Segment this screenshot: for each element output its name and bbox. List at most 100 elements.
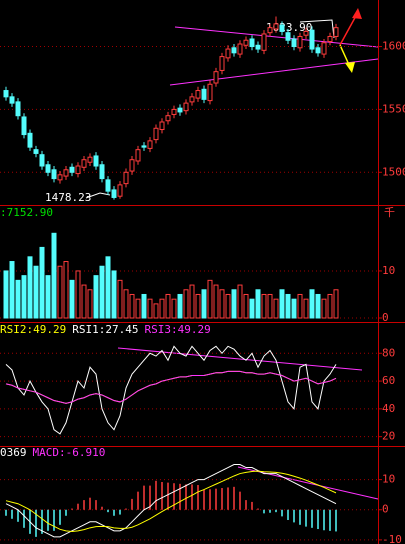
volume-bar — [261, 293, 267, 319]
trend-line — [237, 466, 379, 500]
volume-bar — [57, 265, 63, 319]
candle-body — [225, 48, 231, 59]
trend-line — [174, 26, 379, 48]
volume-bar — [75, 270, 81, 319]
annotation-leader — [299, 19, 335, 39]
candle-body — [183, 102, 189, 112]
y-tick-label: 10 — [382, 264, 395, 277]
volume-bar — [147, 298, 153, 319]
candle-body — [243, 39, 249, 46]
volume-bar — [285, 293, 291, 319]
candle-body — [135, 149, 141, 162]
candle-body — [297, 35, 303, 49]
volume-bar — [45, 275, 51, 319]
candle-body — [141, 145, 147, 148]
candle-body — [129, 159, 135, 172]
volume-bar — [315, 293, 321, 319]
candle-body — [219, 56, 225, 71]
volume-bar — [213, 284, 219, 319]
y-tick-label: 60 — [382, 374, 395, 387]
candle-body — [63, 169, 69, 177]
candle-body — [87, 156, 93, 163]
volume-bar — [255, 289, 261, 319]
candle-body — [75, 165, 81, 175]
candle-body — [177, 107, 183, 113]
volume-bar — [129, 293, 135, 319]
candle-body — [147, 140, 153, 149]
candle-body — [309, 29, 315, 50]
candle-body — [105, 179, 111, 192]
candle-body — [237, 43, 243, 55]
volume-bar — [141, 293, 147, 319]
volume-bar — [69, 279, 75, 319]
candle-body — [321, 42, 327, 55]
volume-bar — [3, 270, 9, 319]
volume-bar — [177, 293, 183, 319]
candle-body — [267, 27, 273, 34]
volume-bar — [327, 293, 333, 319]
candle-body — [45, 164, 51, 173]
volume-unit: 千 — [384, 206, 395, 219]
candle-body — [213, 71, 219, 84]
volume-bar — [201, 289, 207, 319]
candle-body — [93, 155, 99, 167]
volume-bar — [159, 298, 165, 319]
volume-bar — [279, 289, 285, 319]
up-arrow — [339, 13, 358, 46]
candle-body — [255, 44, 261, 50]
candle-body — [231, 47, 237, 54]
volume-bar — [303, 298, 309, 319]
candle-body — [291, 38, 297, 48]
volume-bar — [207, 279, 213, 319]
volume-bar — [267, 293, 273, 319]
volume-bar — [321, 298, 327, 319]
volume-bar — [39, 246, 45, 319]
volume-bar — [219, 289, 225, 319]
volume-bar — [27, 256, 33, 319]
volume-title: :7152.90 — [0, 206, 53, 219]
volume-bar — [81, 284, 87, 319]
volume-bar — [123, 289, 129, 319]
candle-body — [315, 47, 321, 54]
candle-body — [159, 121, 165, 131]
volume-bar — [63, 261, 69, 319]
candle-body — [327, 35, 333, 43]
annotation-leader — [85, 192, 111, 199]
candle-body — [9, 96, 15, 104]
candle-body — [273, 23, 279, 30]
candle-body — [201, 88, 207, 100]
candle-body — [15, 101, 21, 117]
candle-body — [303, 30, 309, 36]
volume-bar — [153, 303, 159, 319]
y-tick-label: 20 — [382, 430, 395, 443]
volume-bar — [309, 289, 315, 319]
y-tick-label: 0 — [382, 311, 389, 324]
volume-bar — [273, 298, 279, 319]
legend-entry: RSI3:49.29 — [144, 323, 210, 336]
candle-body — [261, 33, 267, 51]
candle-body — [27, 132, 33, 148]
legend-entry: 0369 — [0, 446, 27, 459]
up-arrow-head — [352, 8, 362, 19]
down-arrow-head — [345, 62, 355, 73]
y-tick-label: 1550 — [382, 102, 405, 115]
candle-body — [249, 38, 255, 48]
candle-body — [153, 127, 159, 141]
macd-line — [5, 470, 337, 532]
candle-body — [195, 90, 201, 99]
candle-body — [3, 90, 9, 98]
volume-bar — [189, 284, 195, 319]
candle-body — [333, 27, 339, 37]
volume-bar — [183, 289, 189, 319]
trend-line — [169, 58, 379, 86]
legend-entry: MACD:-6.910 — [33, 446, 106, 459]
candle-body — [171, 108, 177, 115]
volume-bar — [231, 289, 237, 319]
candle-body — [21, 116, 27, 136]
volume-bar — [249, 298, 255, 319]
legend-entry: RSI2:49.29 — [0, 323, 66, 336]
candle-body — [189, 96, 195, 103]
y-tick-label: 80 — [382, 346, 395, 359]
volume-bar — [99, 265, 105, 319]
